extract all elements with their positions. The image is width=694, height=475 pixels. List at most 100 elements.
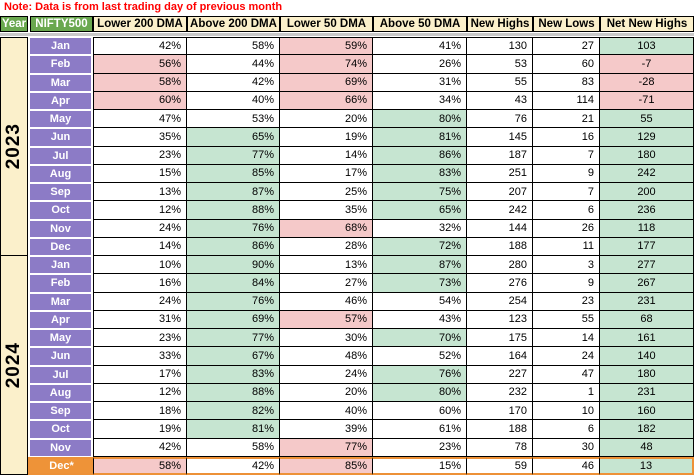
data-cell[interactable]: 60% (373, 402, 467, 421)
data-cell[interactable]: 80% (373, 383, 467, 402)
data-cell[interactable]: 48 (600, 438, 694, 457)
data-cell[interactable]: 140 (600, 347, 694, 366)
data-cell[interactable]: 14% (280, 146, 373, 165)
data-cell[interactable]: -71 (600, 91, 694, 110)
data-cell[interactable]: 87% (373, 256, 467, 275)
data-cell[interactable]: 86% (187, 237, 280, 256)
data-cell[interactable]: 276 (467, 274, 533, 293)
data-cell[interactable]: 242 (600, 164, 694, 183)
data-cell[interactable]: 9 (533, 274, 600, 293)
data-cell[interactable]: 47 (533, 365, 600, 384)
data-cell[interactable]: 68% (280, 219, 373, 238)
data-cell[interactable]: 83 (533, 73, 600, 92)
data-cell[interactable]: 58% (93, 456, 187, 475)
month-cell[interactable]: Jul (28, 146, 93, 165)
data-cell[interactable]: 15% (93, 164, 187, 183)
header-cell-lower-50-dma[interactable]: Lower 50 DMA (280, 16, 373, 32)
data-cell[interactable]: 23% (93, 329, 187, 348)
data-cell[interactable]: 10 (533, 402, 600, 421)
year-label[interactable]: 2023 (0, 37, 28, 256)
month-cell[interactable]: Feb (28, 55, 93, 74)
data-cell[interactable]: 20% (280, 383, 373, 402)
data-cell[interactable]: 180 (600, 365, 694, 384)
data-cell[interactable]: 39% (280, 420, 373, 439)
header-cell-above-200-dma[interactable]: Above 200 DMA (187, 16, 280, 32)
data-cell[interactable]: 232 (467, 383, 533, 402)
data-cell[interactable]: 46% (280, 292, 373, 311)
data-cell[interactable]: 123 (467, 310, 533, 329)
data-cell[interactable]: 66% (280, 91, 373, 110)
data-cell[interactable]: 267 (600, 274, 694, 293)
data-cell[interactable]: 85% (187, 164, 280, 183)
header-cell-new-lows[interactable]: New Lows (533, 16, 600, 32)
data-cell[interactable]: 24% (280, 365, 373, 384)
data-cell[interactable]: 13 (600, 456, 694, 475)
data-cell[interactable]: 180 (600, 146, 694, 165)
data-cell[interactable]: 74% (280, 55, 373, 74)
data-cell[interactable]: 82% (187, 402, 280, 421)
data-cell[interactable]: 42% (187, 456, 280, 475)
data-cell[interactable]: 46 (533, 456, 600, 475)
data-cell[interactable]: 42% (93, 438, 187, 457)
data-cell[interactable]: 42% (93, 37, 187, 56)
data-cell[interactable]: 35% (280, 201, 373, 220)
data-cell[interactable]: 43% (373, 310, 467, 329)
data-cell[interactable]: 42% (187, 73, 280, 92)
data-cell[interactable]: 144 (467, 219, 533, 238)
data-cell[interactable]: 21 (533, 110, 600, 129)
data-cell[interactable]: 76% (187, 219, 280, 238)
data-cell[interactable]: 77% (280, 438, 373, 457)
data-cell[interactable]: 280 (467, 256, 533, 275)
data-cell[interactable]: 81% (187, 420, 280, 439)
data-cell[interactable]: 27 (533, 37, 600, 56)
data-cell[interactable]: 103 (600, 37, 694, 56)
month-cell[interactable]: Sep (28, 402, 93, 421)
data-cell[interactable]: 48% (280, 347, 373, 366)
data-cell[interactable]: 60 (533, 55, 600, 74)
data-cell[interactable]: 68 (600, 310, 694, 329)
data-cell[interactable]: 9 (533, 164, 600, 183)
month-cell[interactable]: Dec* (28, 456, 93, 475)
data-cell[interactable]: 15% (373, 456, 467, 475)
header-cell-year[interactable]: Year (0, 16, 28, 32)
data-cell[interactable]: 24% (93, 292, 187, 311)
data-cell[interactable]: 129 (600, 128, 694, 147)
data-cell[interactable]: 175 (467, 329, 533, 348)
data-cell[interactable]: 84% (187, 274, 280, 293)
month-cell[interactable]: Apr (28, 91, 93, 110)
data-cell[interactable]: 61% (373, 420, 467, 439)
header-cell-nifty500[interactable]: NIFTY500 (30, 16, 93, 32)
data-cell[interactable]: 41% (373, 37, 467, 56)
data-cell[interactable]: 58% (187, 37, 280, 56)
data-cell[interactable]: 114 (533, 91, 600, 110)
data-cell[interactable]: 14% (93, 237, 187, 256)
month-cell[interactable]: May (28, 110, 93, 129)
data-cell[interactable]: 69% (280, 73, 373, 92)
month-cell[interactable]: Jun (28, 347, 93, 366)
month-cell[interactable]: Jan (28, 256, 93, 275)
data-cell[interactable]: 254 (467, 292, 533, 311)
data-cell[interactable]: 47% (93, 110, 187, 129)
month-cell[interactable]: Sep (28, 183, 93, 202)
data-cell[interactable]: 11 (533, 237, 600, 256)
data-cell[interactable]: 57% (280, 310, 373, 329)
data-cell[interactable]: 17% (280, 164, 373, 183)
data-cell[interactable]: 54% (373, 292, 467, 311)
data-cell[interactable]: 55 (600, 110, 694, 129)
data-cell[interactable]: 81% (373, 128, 467, 147)
data-cell[interactable]: 53% (187, 110, 280, 129)
month-cell[interactable]: Mar (28, 73, 93, 92)
month-cell[interactable]: Feb (28, 274, 93, 293)
month-cell[interactable]: Jan (28, 37, 93, 56)
data-cell[interactable]: 77% (187, 329, 280, 348)
data-cell[interactable]: 55 (467, 73, 533, 92)
data-cell[interactable]: 31% (373, 73, 467, 92)
month-cell[interactable]: Oct (28, 201, 93, 220)
data-cell[interactable]: 227 (467, 365, 533, 384)
month-cell[interactable]: Mar (28, 292, 93, 311)
data-cell[interactable]: 53 (467, 55, 533, 74)
data-cell[interactable]: 83% (187, 365, 280, 384)
data-cell[interactable]: 69% (187, 310, 280, 329)
data-cell[interactable]: -7 (600, 55, 694, 74)
data-cell[interactable]: 72% (373, 237, 467, 256)
